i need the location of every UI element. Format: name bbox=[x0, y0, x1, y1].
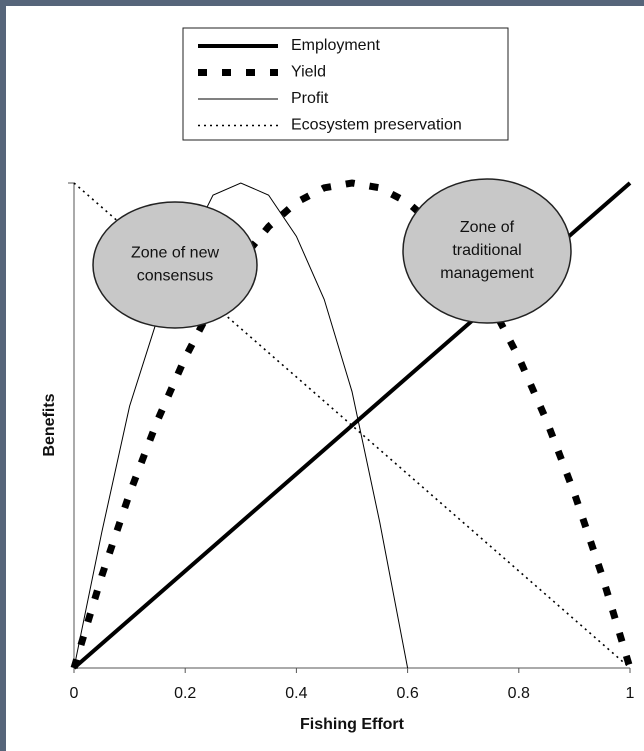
zone-ellipse bbox=[92, 201, 258, 329]
x-tick-label: 0.4 bbox=[285, 685, 307, 702]
zone-label: Zone of bbox=[460, 219, 515, 236]
zone-label: management bbox=[440, 265, 534, 282]
zone-label: traditional bbox=[452, 242, 521, 259]
legend-label: Yield bbox=[291, 64, 326, 81]
x-tick-label: 0.6 bbox=[396, 685, 418, 702]
legend-label: Ecosystem preservation bbox=[291, 117, 462, 134]
zone-ellipse bbox=[402, 178, 572, 324]
x-tick-label: 1 bbox=[626, 685, 635, 702]
legend-label: Profit bbox=[291, 90, 329, 107]
legend-label: Employment bbox=[291, 37, 380, 54]
series-line bbox=[70, 179, 634, 670]
x-tick-label: 0.8 bbox=[508, 685, 530, 702]
series-line bbox=[73, 182, 409, 669]
y-axis-label: Benefits bbox=[41, 393, 58, 456]
zone-label: Zone of new bbox=[131, 245, 220, 262]
zone-label: consensus bbox=[137, 268, 214, 285]
x-tick-label: 0.2 bbox=[174, 685, 196, 702]
x-tick-label: 0 bbox=[70, 685, 79, 702]
x-axis-label: Fishing Effort bbox=[300, 716, 405, 733]
